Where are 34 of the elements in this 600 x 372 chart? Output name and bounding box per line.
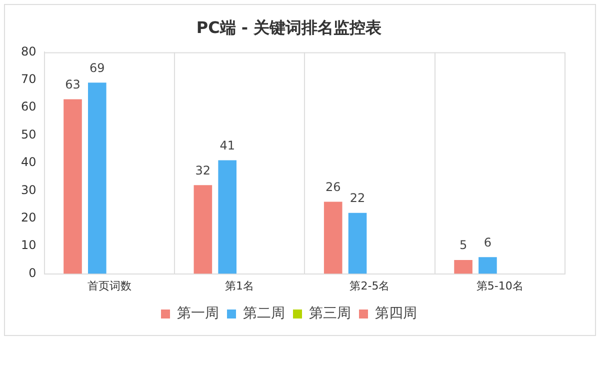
y-tick-label: 80 — [20, 44, 36, 58]
y-tick-label: 40 — [20, 155, 36, 170]
bar — [88, 82, 106, 274]
bar — [348, 212, 367, 274]
data-label: 41 — [220, 138, 235, 152]
y-tick-label: 0 — [28, 266, 36, 280]
y-tick-label: 50 — [20, 127, 36, 142]
bar — [218, 160, 236, 274]
y-tick-label: 10 — [20, 238, 36, 252]
data-label: 69 — [90, 60, 105, 75]
data-label: 32 — [195, 163, 211, 178]
y-tick-label: 60 — [20, 100, 36, 114]
bar — [454, 260, 472, 274]
bar — [64, 99, 82, 274]
data-label: 63 — [65, 77, 80, 92]
bar — [194, 185, 212, 274]
data-label: 6 — [484, 235, 492, 250]
x-tick-label: 第5-10名 — [476, 279, 524, 292]
legend-label: 第一周 — [177, 306, 219, 322]
y-tick-label: 30 — [20, 182, 36, 197]
legend-label: 第三周 — [309, 306, 351, 322]
legend-label: 第四周 — [375, 306, 417, 322]
data-label: 26 — [325, 180, 341, 194]
data-label: 5 — [459, 238, 468, 252]
legend-label: 第二周 — [243, 306, 285, 322]
chart-title: PC端 - 关键词排名监控表 — [196, 18, 383, 37]
x-tick-label: 第1名 — [225, 279, 254, 292]
y-tick-label: 70 — [20, 72, 36, 86]
bar — [324, 202, 342, 274]
x-tick-label: 首页词数 — [87, 279, 132, 292]
bar — [478, 257, 497, 274]
data-label: 22 — [350, 190, 366, 205]
x-tick-label: 第2-5名 — [350, 279, 390, 292]
y-tick-label: 20 — [20, 210, 36, 225]
